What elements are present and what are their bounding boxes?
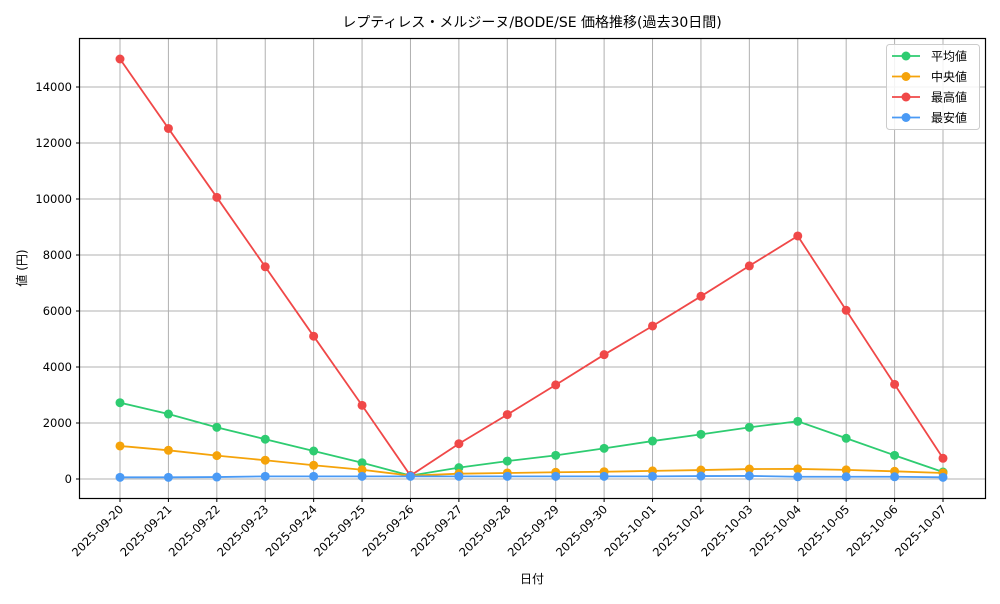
data-point [551,450,561,460]
data-point [793,231,803,241]
data-point [309,471,319,481]
data-point [841,305,851,315]
data-point [309,446,319,456]
series-3 [115,471,948,482]
legend-item: 中央値 [892,69,967,84]
data-point [648,471,658,481]
legend-marker [901,72,911,81]
y-tick-label: 0 [65,472,72,486]
data-point [212,192,222,202]
data-point [454,471,464,481]
x-axis-ticks: 2025-09-202025-09-212025-09-222025-09-23… [69,498,949,559]
data-point [890,472,900,482]
data-point [357,400,367,410]
data-point [696,291,706,301]
data-point [744,464,754,474]
y-axis-ticks: 0 2000 4000 6000 8000 10000 12000 14000 [35,80,80,486]
legend-marker [901,113,911,122]
series-1 [115,441,948,481]
legend-box [886,44,980,130]
legend-marker [901,51,911,61]
data-point [260,262,270,272]
y-tick-label: 6000 [43,304,72,318]
data-point [115,54,125,64]
data-point [115,472,125,482]
y-tick-label: 12000 [35,136,72,150]
data-point [648,321,658,331]
data-point [260,471,270,481]
legend-item: 最高値 [892,90,967,105]
y-tick-label: 14000 [35,80,72,94]
data-point [454,439,464,449]
series-layer [115,54,948,482]
y-tick-label: 4000 [43,360,72,374]
data-point [744,261,754,271]
data-point [841,433,851,443]
data-point [163,123,173,133]
series-line [119,401,944,477]
data-point [841,465,851,475]
data-point [648,436,658,446]
data-point [309,460,319,470]
legend-label: 最安値 [931,110,967,125]
y-tick-label: 10000 [35,192,72,206]
legend-label: 最高値 [931,90,967,105]
legend-label: 中央値 [931,69,967,84]
chart-title: レプティレス・メルジーヌ/BODE/SE 価格推移(過去30日間) [342,15,722,31]
legend-item: 最安値 [892,110,967,125]
series-line [120,475,944,479]
data-point [938,472,948,482]
data-point [163,409,173,419]
data-point [502,456,512,466]
data-point [696,471,706,481]
data-point [599,443,609,453]
data-point [938,453,948,463]
data-point [841,472,851,482]
plot-frame [78,37,987,500]
data-point [599,350,609,360]
data-point [115,398,125,408]
data-point [163,445,173,455]
legend-label: 平均値 [931,49,967,64]
data-point [793,416,803,426]
legend-marker [901,92,911,102]
data-point [309,331,319,341]
series-line [119,58,944,477]
data-point [212,422,222,432]
data-point [890,379,900,389]
series-2 [115,54,948,481]
data-point [357,471,367,481]
data-point [260,455,270,465]
y-tick-label: 8000 [43,248,72,262]
data-point [357,458,367,468]
data-point [744,471,754,481]
y-tick-label: 2000 [43,416,72,430]
data-point [599,471,609,481]
series-0 [115,398,948,481]
x-axis-label: 日付 [520,572,544,586]
data-point [115,441,125,451]
data-point [405,471,415,481]
data-point [212,451,222,461]
y-axis-label: 値 (円) [14,249,29,286]
data-point [502,471,512,481]
data-point [551,380,561,390]
legend-item: 平均値 [892,49,967,64]
data-point [163,472,173,482]
data-point [551,471,561,481]
data-point [260,434,270,444]
x-tick-label: 2025-10-07 [892,502,949,559]
data-point [793,464,803,474]
data-point [696,429,706,439]
data-point [890,450,900,460]
data-point [212,472,222,482]
data-point [793,472,803,482]
data-point [502,410,512,420]
series-line [119,445,944,477]
data-point [357,465,367,475]
data-point [744,422,754,432]
